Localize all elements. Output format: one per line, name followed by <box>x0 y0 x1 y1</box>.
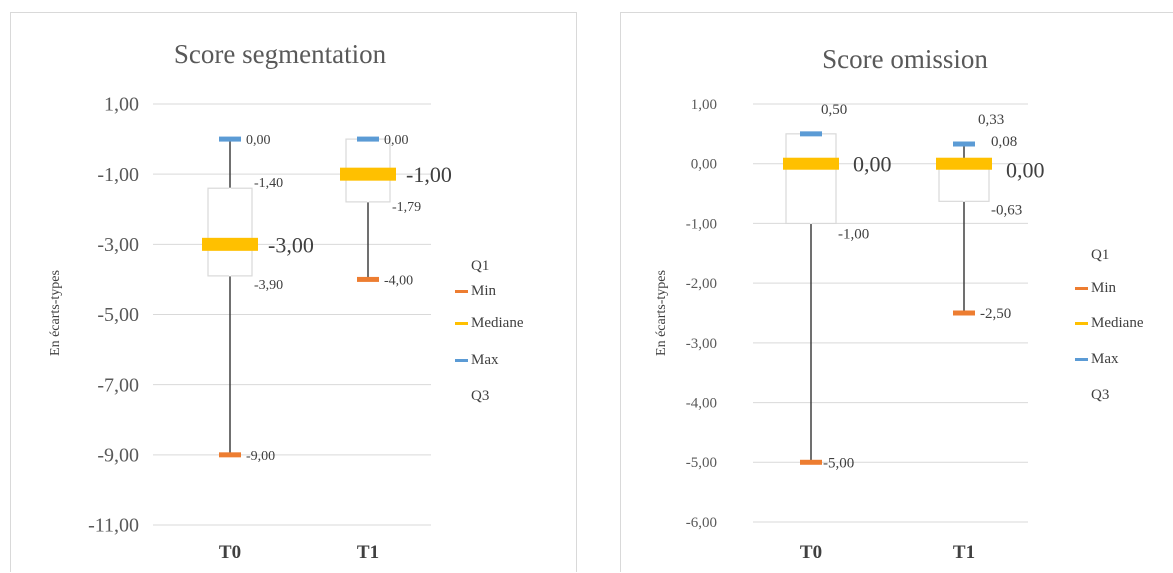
max-marker <box>800 131 822 137</box>
x-category-label: T0 <box>219 542 241 563</box>
y-tick-label: 1,00 <box>104 94 139 116</box>
legend-entry: Mediane <box>471 315 524 331</box>
max-label: 0,00 <box>384 133 409 148</box>
y-tick-label: -1,00 <box>97 164 139 186</box>
y-tick-label: -7,00 <box>97 374 139 396</box>
min-marker <box>953 310 975 316</box>
legend-swatch <box>1075 322 1088 325</box>
y-tick-label: -2,00 <box>686 276 717 292</box>
y-axis-label: En écarts-types <box>48 270 63 356</box>
y-tick-label: -4,00 <box>686 396 717 412</box>
median-marker <box>340 167 396 181</box>
y-tick-label: -3,00 <box>97 234 139 256</box>
min-label: -5,00 <box>823 455 854 471</box>
chart-title: Score segmentation <box>174 39 387 69</box>
max-label: 0,33 <box>978 112 1004 128</box>
median-marker <box>936 157 992 170</box>
min-label: -2,50 <box>980 306 1011 322</box>
legend-entry: Max <box>1091 351 1119 367</box>
x-category-label: T0 <box>800 542 822 563</box>
y-tick-label: -5,00 <box>97 304 139 326</box>
chart-panel-segmentation: Score segmentation 1,00 -1,00 -3,00 -5,00 -7,… <box>10 12 577 572</box>
legend-entry: Q1 <box>1091 247 1109 263</box>
q3-label: -1,40 <box>254 176 283 191</box>
min-marker <box>219 452 241 458</box>
chart-panel-omission: Score omission 1,00 0,00 -1,00 -2,00 -3,00 -4,… <box>620 12 1173 572</box>
q1-label: -0,63 <box>991 202 1022 218</box>
y-tick-label: 0,00 <box>691 157 717 173</box>
q1-label: -3,90 <box>254 278 283 293</box>
y-tick-label: -1,00 <box>686 216 717 232</box>
chart-title: Score omission <box>822 44 988 74</box>
max-label: 0,00 <box>246 133 271 148</box>
min-marker <box>357 276 379 282</box>
q1-label: -1,79 <box>392 200 421 215</box>
max-label: 0,50 <box>821 102 847 118</box>
max-marker <box>357 136 379 142</box>
y-axis-label: En écarts-types <box>654 270 669 356</box>
y-tick-label: 1,00 <box>691 97 717 113</box>
y-tick-label: -6,00 <box>686 515 717 531</box>
chart-omission: Score omission 1,00 0,00 -1,00 -2,00 -3,00 -4,… <box>654 44 1144 563</box>
legend-entry: Q3 <box>471 388 489 404</box>
median-label: 0,00 <box>853 152 892 177</box>
legend-swatch <box>455 359 468 362</box>
q1-label: -1,00 <box>838 226 869 242</box>
x-category-label: T1 <box>953 542 975 563</box>
legend-swatch <box>455 290 468 293</box>
max-marker <box>219 136 241 142</box>
chart-segmentation: Score segmentation 1,00 -1,00 -3,00 -5,00 -7,… <box>48 39 524 563</box>
median-marker <box>783 157 839 170</box>
y-tick-label: -3,00 <box>686 336 717 352</box>
x-category-label: T1 <box>357 542 379 563</box>
legend-swatch <box>1075 358 1088 361</box>
min-marker <box>800 459 822 465</box>
legend-entry: Max <box>471 352 499 368</box>
median-marker <box>202 237 258 251</box>
min-label: -9,00 <box>246 449 275 464</box>
legend-swatch <box>455 322 468 325</box>
y-tick-label: -5,00 <box>686 455 717 471</box>
legend-entry: Min <box>1091 280 1117 296</box>
legend-entry: Min <box>471 283 497 299</box>
q3-label: 0,08 <box>991 134 1017 150</box>
median-label: 0,00 <box>1006 158 1045 183</box>
y-tick-label: -11,00 <box>88 515 139 537</box>
legend-entry: Q3 <box>1091 387 1109 403</box>
legend-entry: Q1 <box>471 258 489 274</box>
max-marker <box>953 141 975 147</box>
legend-swatch <box>1075 287 1088 290</box>
median-label: -1,00 <box>406 162 452 187</box>
legend-entry: Mediane <box>1091 315 1144 331</box>
median-label: -3,00 <box>268 232 314 257</box>
y-tick-label: -9,00 <box>97 444 139 466</box>
min-label: -4,00 <box>384 273 413 288</box>
